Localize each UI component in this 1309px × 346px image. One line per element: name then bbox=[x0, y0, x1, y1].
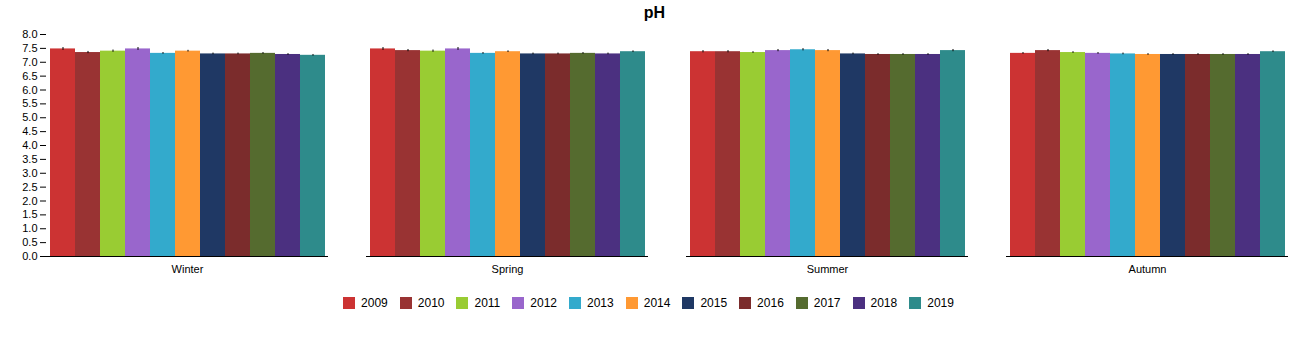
svg-text:7.0: 7.0 bbox=[22, 56, 37, 68]
html-text:2016: 2016 bbox=[757, 295, 784, 310]
svg-text:Summer: Summer bbox=[807, 263, 849, 275]
svg-text:1.0: 1.0 bbox=[22, 222, 37, 234]
svg-text:3.5: 3.5 bbox=[22, 153, 37, 165]
svg-text:Winter: Winter bbox=[172, 263, 204, 275]
html-text:2010: 2010 bbox=[417, 295, 445, 310]
svg-text:Autumn: Autumn bbox=[1129, 263, 1167, 275]
svg-text:6.0: 6.0 bbox=[22, 84, 37, 96]
svg-text:2.0: 2.0 bbox=[22, 195, 37, 207]
svg-text:3.0: 3.0 bbox=[22, 167, 37, 179]
svg-text:5.0: 5.0 bbox=[22, 111, 37, 123]
svg-text:8.0: 8.0 bbox=[22, 28, 37, 40]
svg-text:7.5: 7.5 bbox=[22, 42, 37, 54]
html-text:2019: 2019 bbox=[927, 295, 954, 310]
svg-text:0.0: 0.0 bbox=[22, 250, 37, 262]
svg-text:4.5: 4.5 bbox=[22, 125, 37, 137]
html-text:pH: pH bbox=[643, 4, 666, 21]
html-text:2013: 2013 bbox=[587, 295, 614, 310]
svg-text:1.5: 1.5 bbox=[22, 208, 37, 220]
html-text:2015: 2015 bbox=[700, 295, 728, 310]
html-text:2017: 2017 bbox=[813, 295, 841, 310]
svg-text:2.5: 2.5 bbox=[22, 181, 37, 193]
svg-text:4.0: 4.0 bbox=[22, 139, 37, 151]
html-text:2012: 2012 bbox=[530, 295, 557, 310]
svg-text:Spring: Spring bbox=[492, 263, 524, 275]
html-text:2014: 2014 bbox=[643, 295, 671, 310]
svg-text:5.5: 5.5 bbox=[22, 97, 37, 109]
svg-text:6.5: 6.5 bbox=[22, 70, 37, 82]
html-text:2018: 2018 bbox=[870, 295, 898, 310]
html-text:2011: 2011 bbox=[474, 295, 501, 310]
html-text:2009: 2009 bbox=[361, 295, 388, 310]
svg-text:0.5: 0.5 bbox=[22, 236, 37, 248]
